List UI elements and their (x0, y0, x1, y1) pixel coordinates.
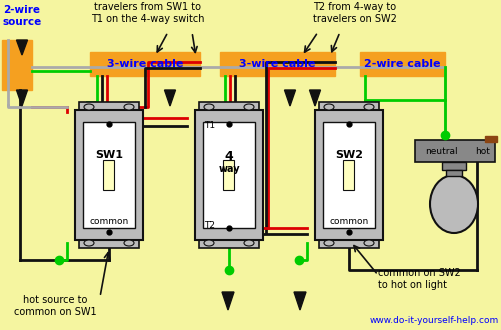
Bar (484, 136, 496, 142)
Bar (219, 52, 334, 76)
Text: common: common (329, 217, 368, 226)
Text: 3-wire cable: 3-wire cable (107, 59, 183, 69)
Text: SW2: SW2 (334, 150, 362, 160)
Text: hot: hot (474, 147, 489, 155)
Bar (90, 52, 199, 76)
Bar (194, 110, 263, 240)
Bar (322, 122, 374, 228)
Ellipse shape (203, 240, 213, 246)
Bar (2, 40, 32, 90)
Polygon shape (17, 90, 28, 106)
Polygon shape (309, 90, 320, 106)
Ellipse shape (203, 104, 213, 110)
Ellipse shape (243, 104, 254, 110)
Text: 2-wire cable: 2-wire cable (364, 59, 440, 69)
Text: 4: 4 (224, 150, 233, 163)
Bar (223, 160, 234, 190)
Ellipse shape (363, 104, 373, 110)
Ellipse shape (124, 240, 134, 246)
Bar (314, 110, 382, 240)
Text: T1: T1 (203, 121, 215, 130)
Bar (83, 122, 135, 228)
Bar (414, 140, 494, 162)
Bar (75, 110, 143, 240)
Bar (103, 160, 114, 190)
Bar (202, 122, 255, 228)
Ellipse shape (323, 240, 333, 246)
Ellipse shape (243, 240, 254, 246)
Polygon shape (221, 292, 233, 310)
Text: SW1: SW1 (95, 150, 123, 160)
Text: 2-wire
source: 2-wire source (3, 5, 42, 27)
Bar (318, 102, 378, 112)
Ellipse shape (124, 104, 134, 110)
Bar (79, 102, 139, 112)
Text: neutral: neutral (424, 147, 457, 155)
Polygon shape (294, 292, 306, 310)
Text: www.do-it-yourself-help.com: www.do-it-yourself-help.com (369, 316, 498, 325)
Text: common on SW2
to hot on light: common on SW2 to hot on light (377, 268, 460, 290)
Bar (445, 170, 461, 176)
Text: T2 from 4-way to
travelers on SW2: T2 from 4-way to travelers on SW2 (313, 2, 396, 24)
Polygon shape (284, 90, 295, 106)
Text: way: way (218, 164, 239, 174)
Text: travelers from SW1 to
T1 on the 4-way switch: travelers from SW1 to T1 on the 4-way sw… (91, 2, 204, 24)
Text: hot source to
common on SW1: hot source to common on SW1 (14, 295, 96, 316)
Bar (318, 238, 378, 248)
Bar (441, 162, 465, 170)
Bar (359, 52, 444, 76)
Ellipse shape (84, 240, 94, 246)
Ellipse shape (363, 240, 373, 246)
Ellipse shape (429, 175, 477, 233)
Ellipse shape (84, 104, 94, 110)
Text: T2: T2 (203, 221, 214, 230)
Text: common: common (89, 217, 128, 226)
Bar (343, 160, 354, 190)
Polygon shape (164, 90, 175, 106)
Bar (79, 238, 139, 248)
Polygon shape (17, 40, 28, 55)
Text: 3-wire cable: 3-wire cable (239, 59, 315, 69)
Bar (198, 238, 259, 248)
Bar (198, 102, 259, 112)
Ellipse shape (323, 104, 333, 110)
